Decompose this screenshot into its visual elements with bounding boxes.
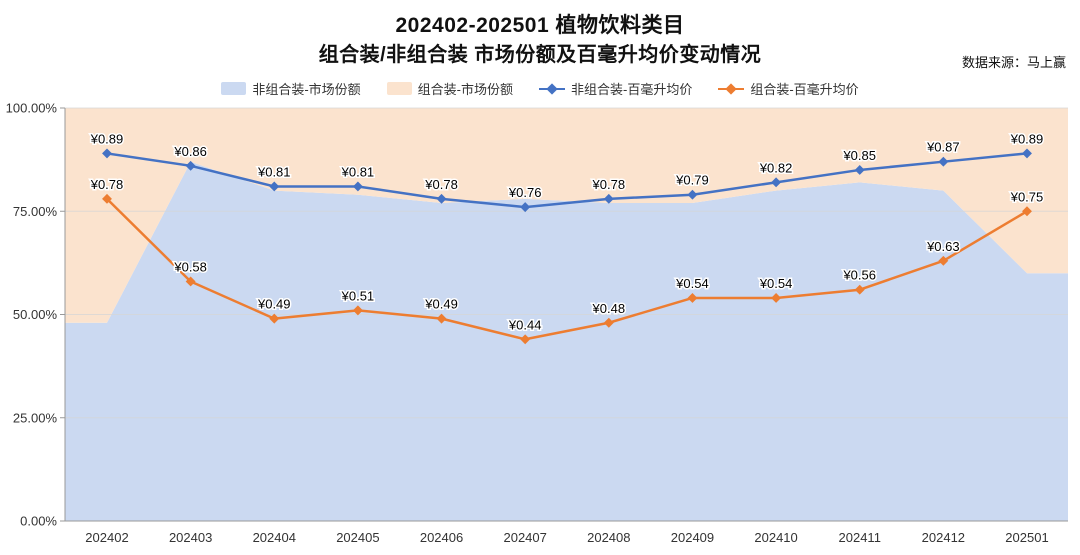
y-axis-tick-label: 50.00% <box>13 307 58 322</box>
y-axis-tick-label: 0.00% <box>20 514 57 529</box>
legend-item-3[interactable]: 组合装-百毫升均价 <box>718 79 859 98</box>
y-axis-tick-label: 100.00% <box>6 101 58 116</box>
point-marker-icon <box>185 276 196 287</box>
price-data-label: ¥0.79 <box>675 173 709 188</box>
price-data-label: ¥0.76 <box>508 185 542 200</box>
point-marker-icon <box>1022 206 1032 217</box>
legend-label: 组合装-市场份额 <box>417 82 513 97</box>
chart-legend: 非组合装-市场份额 组合装-市场份额 非组合装-百毫升均价 组合装-百毫升均价 <box>0 79 1080 98</box>
x-axis-tick-label: 202402 <box>85 530 128 545</box>
point-marker-icon <box>352 305 363 316</box>
point-marker-icon <box>854 165 865 175</box>
area-combo-share <box>65 108 1068 323</box>
legend-label: 非组合装-市场份额 <box>252 82 361 97</box>
legend-area-swatch <box>221 82 247 95</box>
price-data-label: ¥0.75 <box>1010 189 1044 204</box>
x-axis-tick-label: 202409 <box>671 530 714 545</box>
area-noncombo-share <box>65 161 1068 521</box>
legend-label: 非组合装-百毫升均价 <box>571 82 693 97</box>
point-marker-icon <box>687 189 698 200</box>
point-marker-icon <box>102 193 112 204</box>
price-data-label: ¥0.54 <box>675 276 709 291</box>
price-data-label: ¥0.56 <box>842 268 876 283</box>
price-data-label: ¥0.81 <box>341 164 375 179</box>
x-axis-tick-label: 202404 <box>253 530 296 545</box>
point-marker-icon <box>520 334 531 345</box>
price-data-label: ¥0.54 <box>759 276 793 291</box>
price-data-label: ¥0.49 <box>257 297 291 312</box>
price-data-label: ¥0.48 <box>592 301 626 316</box>
point-marker-icon <box>269 181 280 192</box>
legend-line-marker <box>718 82 745 95</box>
x-axis-tick-label: 202406 <box>420 530 463 545</box>
legend-line-marker <box>539 82 565 95</box>
legend-item-2[interactable]: 非组合装-百毫升均价 <box>539 79 692 98</box>
x-axis-tick-label: 202410 <box>754 530 797 545</box>
line-noncombo-price <box>105 152 1029 209</box>
price-data-label: ¥0.81 <box>257 164 291 179</box>
x-axis-tick-label: 202408 <box>587 530 630 545</box>
price-data-label: ¥0.86 <box>173 144 207 159</box>
price-data-label: ¥0.78 <box>592 177 626 192</box>
price-data-label: ¥0.82 <box>759 160 793 175</box>
point-marker-icon <box>352 181 363 192</box>
price-data-label: ¥0.78 <box>424 177 458 192</box>
data-source-label: 数据来源：马上赢 <box>961 55 1066 70</box>
point-marker-icon <box>687 293 698 303</box>
x-axis-tick-label: 202501 <box>1005 530 1048 545</box>
x-axis-tick-label: 202405 <box>336 530 379 545</box>
legend-area-swatch <box>386 82 412 95</box>
point-marker-icon <box>269 313 280 324</box>
price-data-label: ¥0.89 <box>1010 131 1044 146</box>
x-axis-tick-label: 202407 <box>503 530 546 545</box>
legend-diamond-icon <box>725 82 738 95</box>
point-marker-icon <box>436 313 447 324</box>
price-data-label: ¥0.58 <box>173 259 207 274</box>
price-data-label: ¥0.85 <box>842 148 876 163</box>
x-axis-tick-label: 202412 <box>922 530 965 545</box>
legend-label: 组合装-百毫升均价 <box>750 82 859 97</box>
point-marker-icon <box>938 255 949 266</box>
point-marker-icon <box>771 177 782 188</box>
y-axis-tick-label: 25.00% <box>13 410 58 425</box>
point-marker-icon <box>520 202 531 213</box>
point-marker-icon <box>854 284 865 295</box>
x-axis-tick-label: 202411 <box>839 530 881 545</box>
y-axis-tick-label: 75.00% <box>13 204 58 219</box>
legend-item-1[interactable]: 组合装-市场份额 <box>386 79 513 98</box>
price-data-label: ¥0.78 <box>90 177 124 192</box>
chart-title: 202402-202501 植物饮料类目 <box>395 14 685 37</box>
price-data-label: ¥0.63 <box>926 239 960 254</box>
point-marker-icon <box>436 193 447 204</box>
point-marker-icon <box>1022 148 1032 159</box>
point-marker-icon <box>185 160 196 171</box>
point-marker-icon <box>102 148 112 159</box>
price-data-label: ¥0.44 <box>508 317 542 332</box>
line-combo-price <box>105 197 1029 341</box>
point-marker-icon <box>603 317 614 328</box>
price-data-label: ¥0.49 <box>424 297 458 312</box>
price-data-label: ¥0.87 <box>926 140 960 155</box>
price-data-label: ¥0.51 <box>341 288 375 303</box>
point-marker-icon <box>771 293 782 303</box>
legend-item-0[interactable]: 非组合装-市场份额 <box>221 79 361 98</box>
price-data-label: ¥0.89 <box>90 131 124 146</box>
point-marker-icon <box>603 193 614 204</box>
x-axis-tick-label: 202403 <box>169 530 212 545</box>
legend-diamond-icon <box>546 82 558 95</box>
chart-subtitle: 组合装/非组合装 市场份额及百毫升均价变动情况 <box>318 44 762 66</box>
point-marker-icon <box>938 156 949 167</box>
